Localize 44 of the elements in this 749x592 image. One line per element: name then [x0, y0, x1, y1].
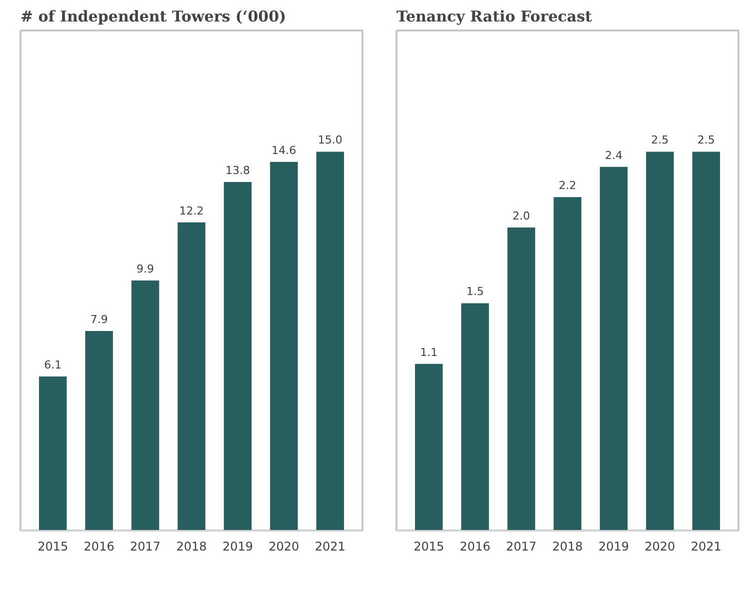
x-tick-label: 2021 [314, 540, 346, 554]
chart-title: Tenancy Ratio Forecast [396, 8, 592, 26]
x-tick-label: 2016 [460, 540, 490, 554]
bar [414, 364, 443, 530]
data-label: 2.5 [697, 134, 715, 147]
data-label: 7.9 [90, 313, 108, 326]
x-tick-label: 2020 [644, 540, 676, 554]
x-tick-label: 2017 [130, 540, 161, 554]
x-tick-label: 2020 [268, 540, 300, 554]
x-tick-label: 2015 [414, 540, 444, 554]
data-label: 2.4 [604, 148, 622, 162]
bar [646, 152, 674, 530]
x-tick-label: 2019 [598, 540, 629, 554]
x-tick-label: 2019 [222, 540, 253, 554]
data-label: 1.1 [420, 346, 438, 359]
bar [554, 197, 582, 530]
bar [507, 227, 536, 530]
bar [224, 182, 252, 530]
bar [600, 166, 628, 530]
bar [692, 152, 720, 530]
x-tick-label: 2018 [176, 540, 207, 554]
data-label: 1.5 [466, 285, 484, 298]
x-tick-label: 2015 [38, 540, 68, 554]
x-tick-label: 2021 [690, 540, 722, 554]
x-tick-label: 2017 [506, 540, 537, 554]
data-label: 13.8 [225, 164, 250, 178]
bar [38, 376, 67, 530]
data-label: 2.0 [512, 209, 530, 222]
bar [316, 152, 344, 530]
data-label: 6.1 [44, 358, 62, 372]
data-label: 9.9 [136, 262, 154, 276]
data-label: 12.2 [179, 204, 204, 218]
x-tick-label: 2016 [84, 540, 114, 554]
bar [270, 162, 298, 530]
data-label: 15.0 [318, 134, 342, 147]
data-label: 14.6 [272, 144, 296, 157]
chart-title: # of Independent Towers (‘000) [20, 8, 286, 26]
data-label: 2.5 [651, 134, 669, 147]
bar [178, 222, 206, 530]
x-tick-label: 2018 [552, 540, 583, 554]
data-label: 2.2 [558, 179, 576, 192]
bar [461, 303, 489, 530]
bar [85, 331, 113, 530]
bar [131, 280, 160, 530]
